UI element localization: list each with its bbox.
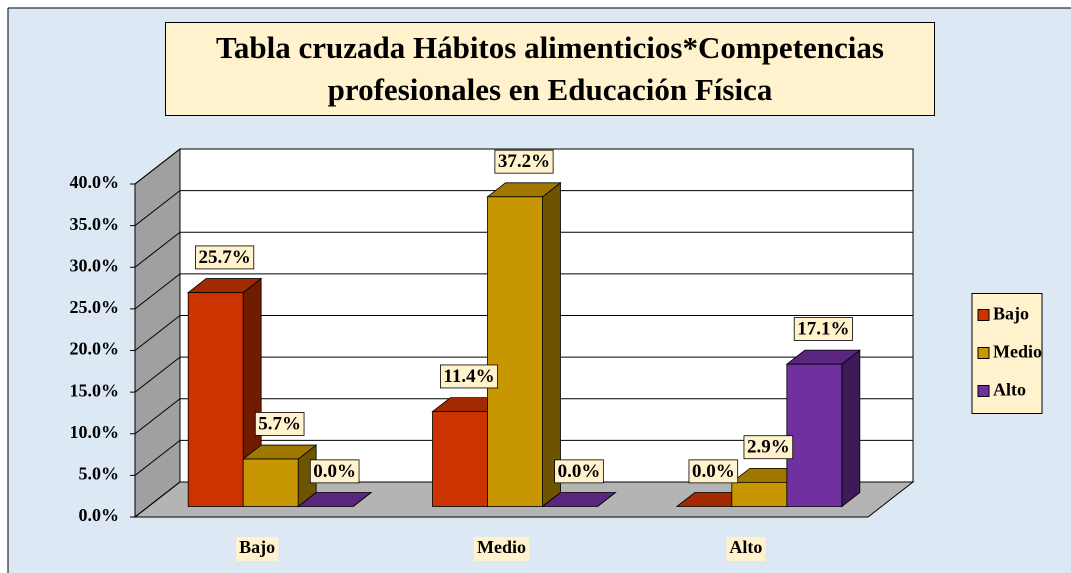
x-tick-label-group: Alto [726, 537, 766, 561]
data-label-bg [439, 364, 499, 389]
y-tick-label: 20.0% [70, 339, 120, 359]
data-label: 25.7% [199, 247, 251, 268]
data-label-bg [688, 459, 739, 484]
data-label: 0.0% [558, 461, 601, 482]
grid-line [134, 481, 181, 518]
x-tick-label-group: Bajo [236, 537, 279, 561]
data-label: 11.4% [443, 366, 494, 387]
legend-swatch [977, 347, 990, 359]
data-label: 17.1% [797, 319, 849, 340]
data-label-group: 17.1% [793, 317, 853, 341]
grid-line [134, 356, 181, 393]
grid-line [134, 315, 181, 351]
x-tick-label: Bajo [239, 537, 275, 557]
data-label-bg [554, 459, 604, 484]
legend-swatch [977, 385, 990, 397]
y-tick-label: 40.0% [70, 172, 120, 192]
x-tick-label-bg [726, 537, 766, 561]
bar [432, 411, 488, 507]
bar-side [841, 349, 861, 508]
bar [242, 458, 299, 507]
grid-line [134, 273, 181, 310]
x-tick-label: Alto [729, 537, 762, 557]
data-label: 37.2% [498, 151, 550, 172]
data-label-group: 0.0% [554, 459, 604, 484]
bar [187, 292, 244, 507]
bar [487, 196, 543, 507]
legend-swatch [977, 309, 990, 321]
x-tick-label: Medio [477, 537, 526, 557]
data-label-group: 0.0% [688, 459, 739, 484]
bar [731, 481, 788, 507]
legend-label: Medio [993, 342, 1042, 362]
grid-line [134, 439, 181, 476]
data-label-bg [254, 412, 305, 436]
data-label-group: 11.4% [439, 364, 499, 389]
data-label: 5.7% [258, 413, 301, 434]
data-label: 2.9% [747, 437, 790, 458]
data-label-group: 25.7% [195, 245, 255, 270]
bar-side [542, 181, 561, 508]
bar [786, 363, 843, 507]
data-label-bg [494, 149, 554, 174]
chart-title: Tabla cruzada Hábitos alimenticios*Compe… [165, 22, 935, 116]
data-label-bg [195, 245, 255, 270]
grid-line [134, 231, 181, 268]
data-label-bg [309, 459, 360, 484]
y-tick-label: 25.0% [70, 297, 120, 317]
y-tick-label: 10.0% [70, 422, 120, 442]
data-label: 0.0% [313, 461, 356, 482]
data-label-bg [793, 317, 853, 341]
y-tick-label: 0.0% [79, 505, 120, 525]
grid-line [134, 398, 181, 435]
data-label: 0.0% [692, 461, 735, 482]
data-label-group: 37.2% [494, 149, 554, 174]
y-tick-label: 5.0% [79, 464, 120, 484]
data-label-group: 2.9% [743, 435, 794, 460]
x-tick-label-group: Medio [474, 537, 529, 561]
grid-line [134, 190, 181, 227]
x-tick-label-bg [474, 537, 529, 561]
y-tick-label: 35.0% [70, 214, 120, 234]
y-tick-label: 15.0% [70, 380, 120, 400]
legend-label: Alto [993, 380, 1026, 400]
data-label-group: 5.7% [254, 412, 305, 436]
bar-top [297, 492, 373, 507]
data-label-bg [743, 435, 794, 460]
y-tick-label: 30.0% [70, 255, 120, 275]
legend-label: Bajo [993, 304, 1029, 324]
grid-line [134, 148, 181, 185]
x-tick-label-bg [236, 537, 279, 561]
data-label-group: 0.0% [309, 459, 360, 484]
bar-top [541, 492, 617, 507]
